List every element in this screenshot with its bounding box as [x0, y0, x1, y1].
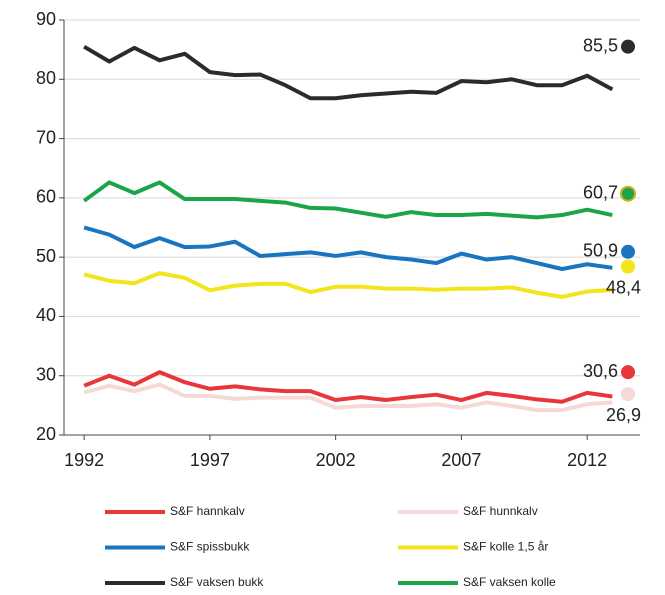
annotation-dot	[621, 365, 635, 380]
legend-label: S&F vaksen kolle	[463, 575, 556, 589]
y-tick-label: 90	[36, 9, 56, 29]
annotation-label: 26,9	[606, 405, 641, 425]
y-tick-label: 50	[36, 246, 56, 266]
annotation-dot	[621, 39, 635, 54]
x-tick-label: 2007	[441, 450, 481, 470]
y-tick-label: 60	[36, 187, 56, 207]
annotation-label: 50,9	[583, 241, 618, 261]
annotation-label: 30,6	[583, 361, 618, 381]
annotation-dot	[620, 185, 636, 202]
series-line	[83, 271, 613, 299]
annotation-dot	[621, 244, 635, 259]
annotation-label: 48,4	[606, 277, 641, 297]
series-line	[83, 370, 613, 404]
legend-label: S&F hunnkalv	[463, 504, 538, 518]
legend-label: S&F kolle 1,5 år	[463, 540, 548, 554]
y-tick-label: 30	[36, 364, 56, 384]
legend-label: S&F vaksen bukk	[170, 575, 264, 589]
x-tick-label: 2012	[567, 450, 607, 470]
series-line	[83, 225, 613, 271]
series-line	[82, 180, 613, 220]
legend-label: S&F spissbukk	[170, 540, 250, 554]
x-tick-label: 1997	[190, 450, 230, 470]
y-tick-label: 20	[36, 424, 56, 444]
series-line	[83, 382, 613, 413]
annotation-dot	[621, 259, 635, 274]
x-tick-label: 1992	[64, 450, 104, 470]
y-tick-label: 40	[36, 305, 56, 325]
y-tick-label: 70	[36, 127, 56, 147]
annotation-label: 60,7	[583, 182, 618, 202]
legend-label: S&F hannkalv	[170, 504, 245, 518]
annotation-label: 85,5	[583, 35, 618, 55]
y-tick-label: 80	[36, 68, 56, 88]
series-line	[83, 44, 614, 101]
annotation-dot	[621, 387, 635, 402]
x-tick-label: 2002	[316, 450, 356, 470]
